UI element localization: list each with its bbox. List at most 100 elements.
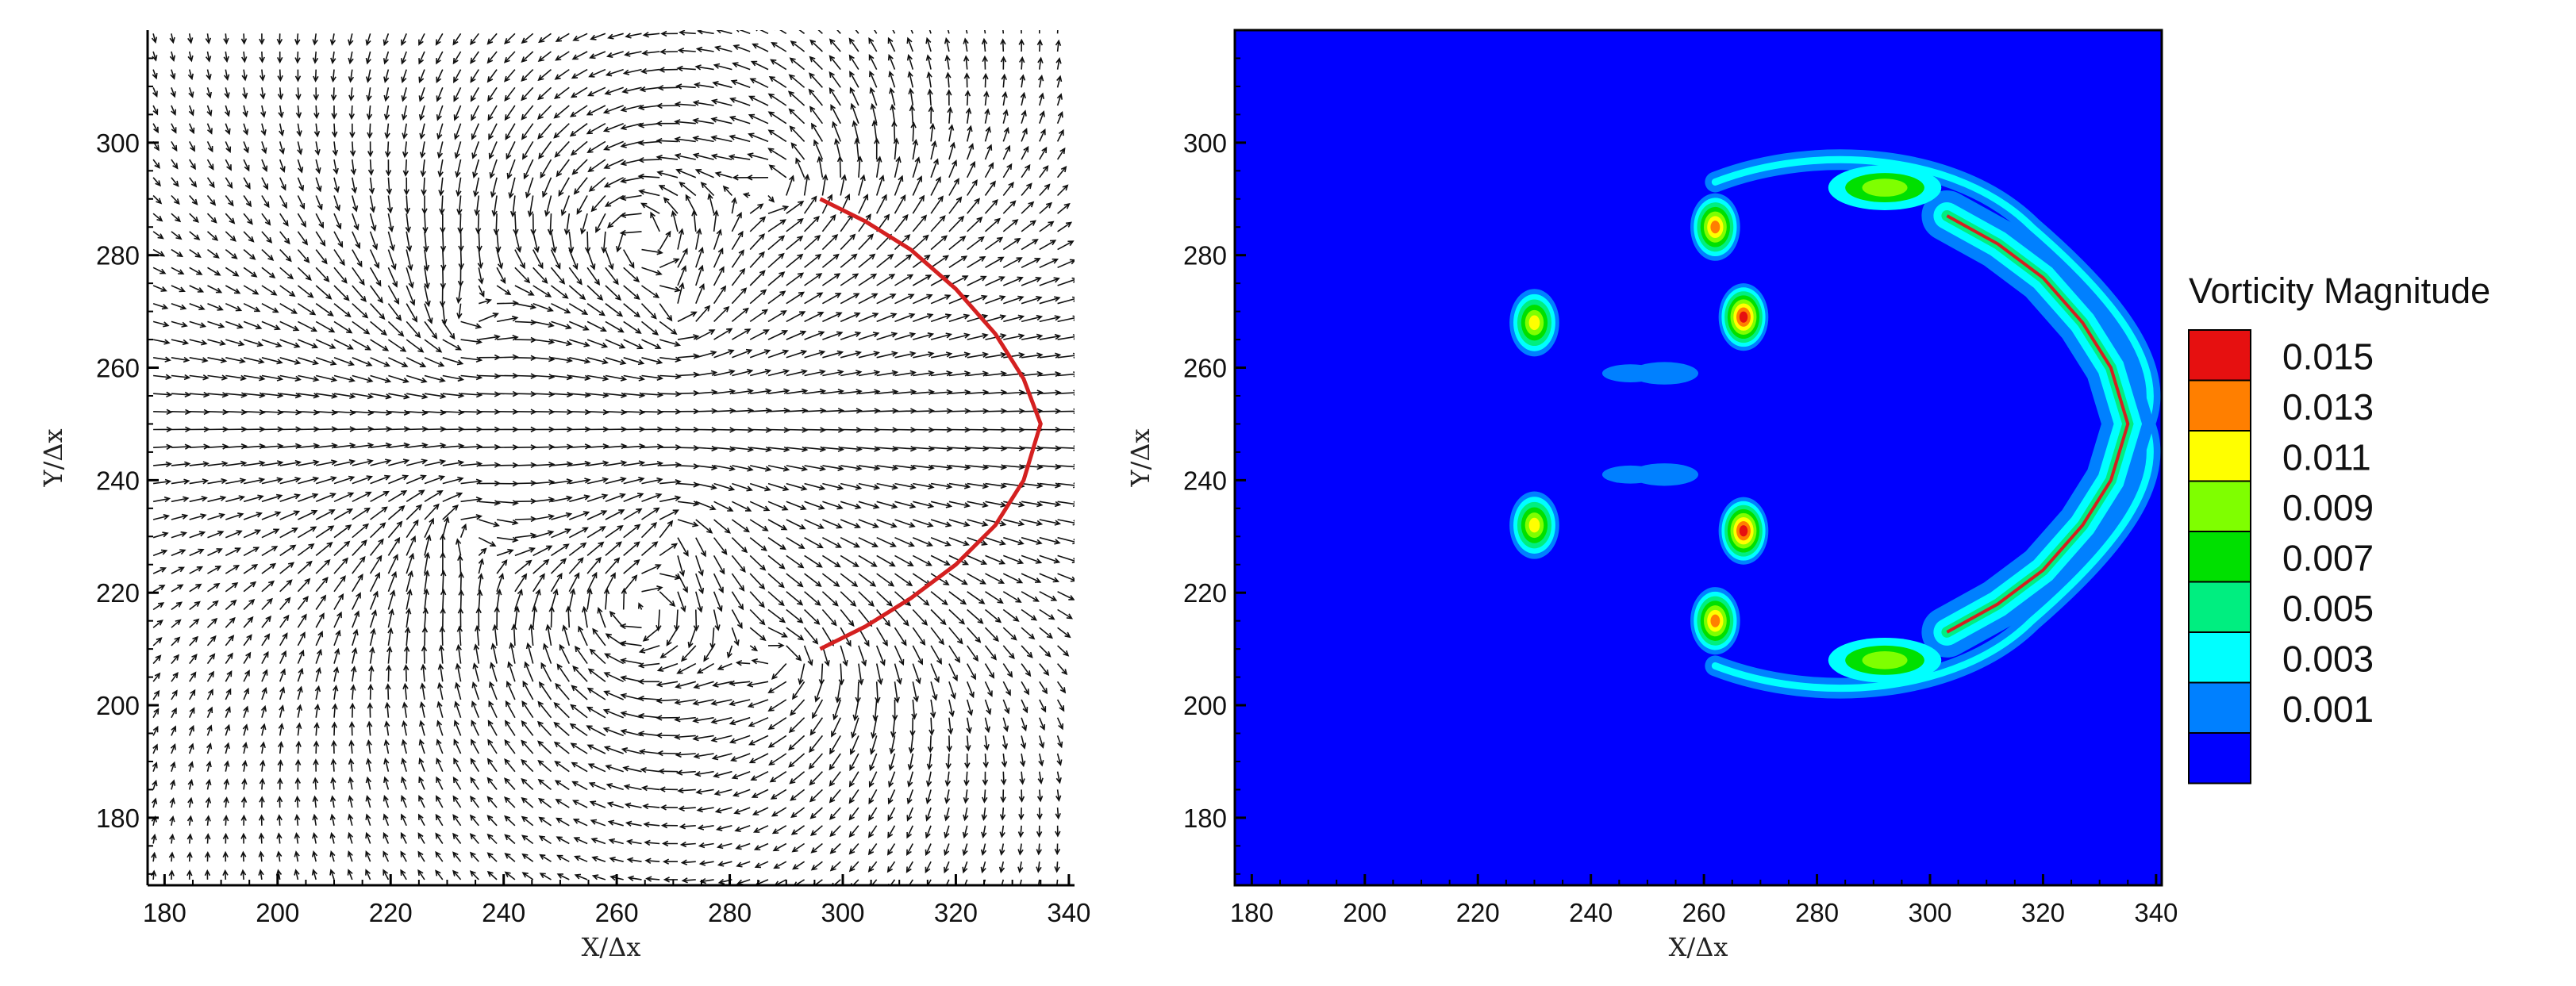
velocity-vector	[243, 634, 252, 646]
velocity-vector	[1002, 717, 1009, 733]
velocity-vector	[944, 825, 950, 839]
velocity-vector	[470, 69, 479, 83]
velocity-vector	[930, 370, 953, 377]
velocity-vector	[243, 141, 249, 154]
velocity-vector	[152, 123, 159, 134]
velocity-vector	[260, 123, 267, 136]
velocity-vector	[260, 704, 267, 718]
velocity-vector	[333, 195, 340, 212]
velocity-vector	[329, 831, 336, 844]
velocity-vector	[890, 103, 896, 124]
velocity-vector	[967, 645, 979, 662]
velocity-vector	[349, 141, 356, 157]
velocity-vector	[385, 159, 392, 177]
colorbar-legend: Vorticity Magnitude 0.0150.0130.0110.009…	[2188, 270, 2490, 785]
velocity-vector	[750, 770, 769, 781]
velocity-vector	[492, 623, 498, 646]
velocity-vector	[894, 194, 906, 214]
velocity-vector	[967, 255, 986, 268]
velocity-vector	[849, 86, 859, 106]
velocity-vector	[840, 253, 858, 268]
velocity-vector	[980, 843, 987, 857]
velocity-vector	[840, 293, 860, 305]
velocity-vector	[152, 177, 161, 187]
velocity-vector	[543, 643, 552, 664]
velocity-vector	[170, 779, 176, 790]
velocity-vector	[1003, 501, 1025, 508]
velocity-vector	[967, 627, 982, 643]
velocity-vector	[225, 285, 241, 294]
velocity-vector	[277, 87, 284, 101]
velocity-vector	[680, 645, 697, 662]
velocity-vector	[858, 591, 875, 608]
velocity-vector	[925, 807, 932, 822]
velocity-vector	[244, 392, 266, 398]
velocity-vector	[625, 838, 642, 846]
velocity-vector	[401, 757, 407, 772]
velocity-vector	[912, 681, 919, 703]
velocity-vector	[556, 159, 570, 178]
velocity-vector	[625, 33, 642, 39]
velocity-vector	[504, 796, 516, 808]
y-tick-label: 280	[1183, 241, 1227, 270]
velocity-vector	[294, 777, 302, 790]
velocity-vector	[616, 231, 625, 253]
velocity-vector	[225, 177, 233, 190]
velocity-vector	[352, 442, 375, 449]
velocity-vector	[695, 329, 716, 340]
vector-field-panel: 180 200 220 240 260 280 300 320 3401802002202402…	[38, 30, 1090, 962]
velocity-vector	[749, 608, 766, 626]
velocity-vector	[189, 267, 203, 275]
velocity-vector	[537, 797, 552, 808]
velocity-vector	[586, 510, 608, 520]
velocity-vector	[771, 663, 787, 681]
velocity-vector	[871, 119, 878, 142]
velocity-vector	[836, 30, 841, 34]
velocity-vector	[1021, 554, 1043, 564]
velocity-vector	[749, 270, 766, 286]
velocity-vector	[402, 664, 409, 682]
velocity-vector	[436, 776, 444, 790]
velocity-vector	[294, 814, 301, 826]
velocity-vector	[586, 285, 604, 301]
velocity-vector	[170, 87, 176, 98]
velocity-vector	[474, 624, 481, 646]
velocity-vector	[892, 30, 896, 34]
vorticity-contour-panel: 180 200 220 240 260 280 300 320 3401802002202402…	[1125, 29, 2178, 962]
velocity-vector	[243, 267, 258, 278]
velocity-vector	[225, 547, 241, 557]
y-tick-label: 300	[1183, 129, 1227, 158]
velocity-vector	[1021, 482, 1044, 489]
velocity-vector	[1039, 735, 1045, 749]
velocity-vector	[750, 368, 772, 377]
velocity-vector	[1057, 408, 1075, 415]
velocity-vector	[188, 123, 195, 135]
velocity-vector	[912, 627, 926, 646]
velocity-vector	[858, 253, 876, 268]
velocity-vector	[261, 528, 280, 539]
velocity-vector	[388, 474, 409, 485]
velocity-vector	[329, 33, 336, 46]
velocity-vector	[962, 843, 968, 857]
velocity-vector	[152, 743, 158, 754]
velocity-vector	[297, 141, 303, 155]
velocity-vector	[553, 741, 570, 754]
velocity-vector	[1002, 573, 1024, 584]
velocity-vector	[822, 369, 844, 377]
velocity-vector	[638, 645, 660, 654]
velocity-vector	[735, 660, 751, 666]
velocity-vector	[1056, 30, 1059, 34]
velocity-vector	[206, 213, 217, 224]
velocity-vector	[260, 741, 266, 754]
velocity-vector	[205, 815, 211, 826]
velocity-vector	[521, 796, 534, 808]
velocity-vector	[913, 464, 935, 471]
velocity-vector	[496, 267, 506, 285]
velocity-vector	[369, 590, 379, 610]
velocity-vector	[261, 285, 278, 296]
velocity-vector	[504, 33, 516, 44]
velocity-vector	[930, 608, 947, 626]
velocity-vector	[623, 267, 640, 283]
x-tick-label: 300	[1908, 898, 1951, 927]
velocity-vector	[963, 55, 970, 70]
